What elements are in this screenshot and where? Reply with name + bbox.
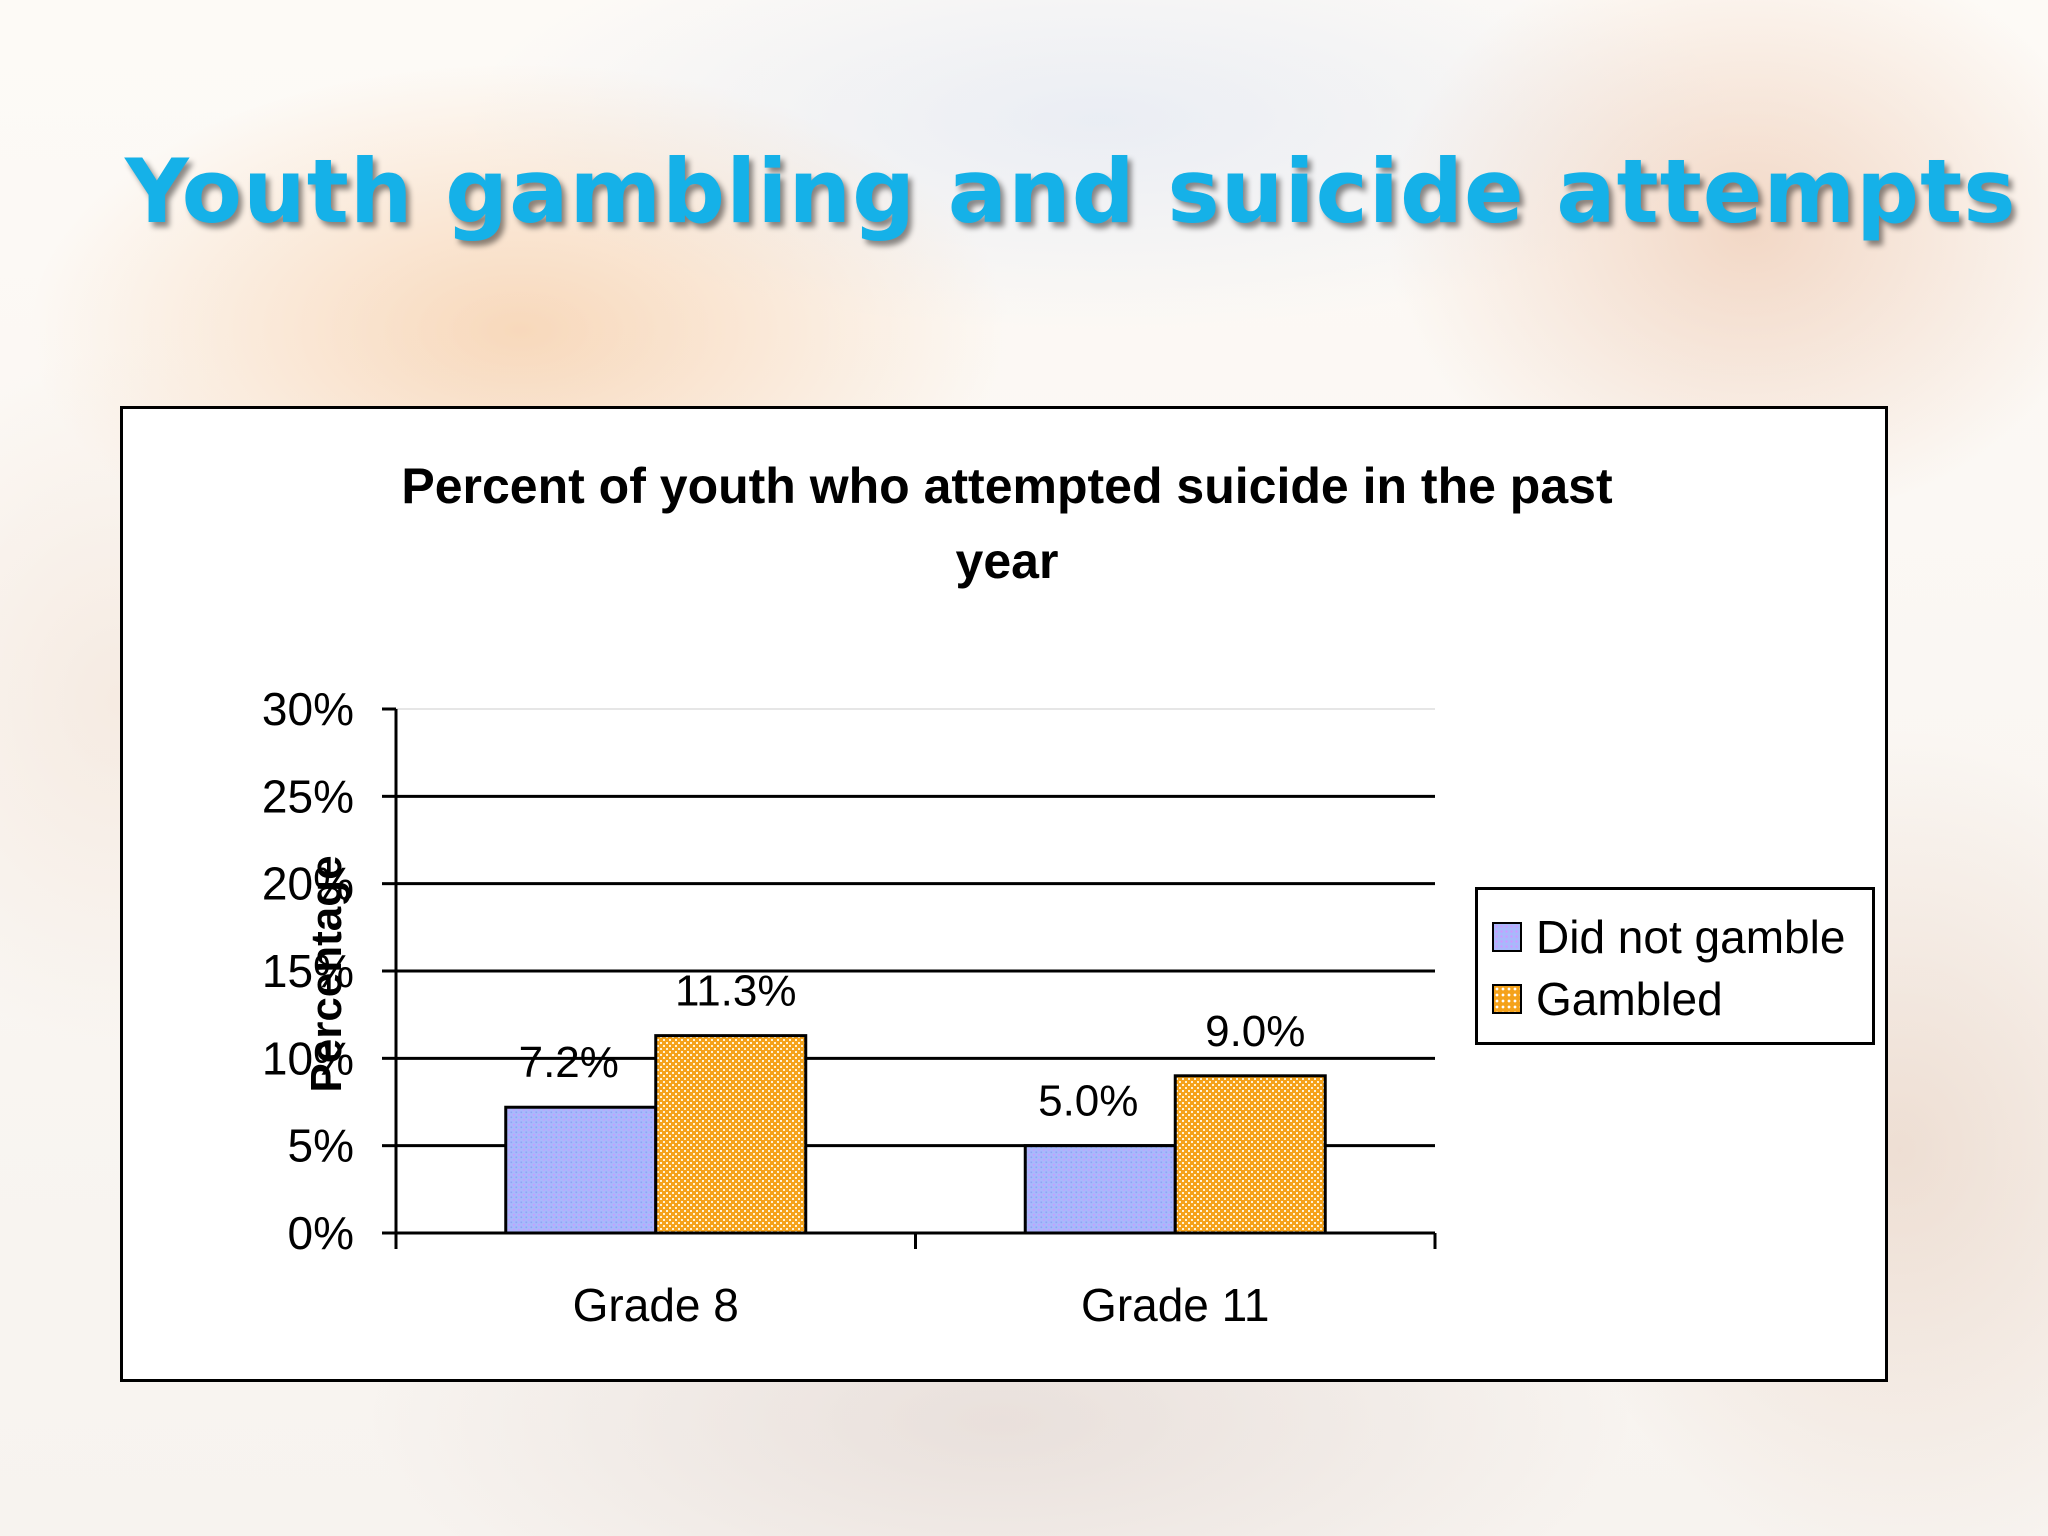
data-label: 9.0% (1205, 1007, 1305, 1056)
legend-swatch-blue (1492, 922, 1522, 952)
slide-title: Youth gambling and suicide attempts (125, 140, 2017, 243)
data-label: 5.0% (1038, 1077, 1138, 1126)
bar-did-not-gamble-1 (1023, 1144, 1177, 1235)
chart-frame: Percent of youth who attempted suicide i… (120, 406, 1888, 1382)
legend-item-did-not-gamble: Did not gamble (1492, 906, 1872, 968)
y-tick-label: 5% (288, 1120, 354, 1172)
y-axis-label: Percentage (302, 855, 351, 1092)
y-tick-label: 25% (262, 770, 354, 822)
data-label: 7.2% (519, 1038, 619, 1087)
y-tick-label: 15% (262, 945, 354, 997)
bar-chart: 0% 5% 10% 15% 20% 25% 30% 7.2% 11.3% Grade 8 5.0% 9… (262, 683, 1437, 1331)
y-tick-label: 0% (288, 1207, 354, 1259)
bar-gambled-0 (654, 1034, 808, 1235)
chart-legend: Did not gamble Gambled (1475, 887, 1875, 1045)
legend-label: Did not gamble (1536, 911, 1846, 963)
y-tick-label: 10% (262, 1032, 354, 1084)
chart-title-line-1: Percent of youth who attempted suicide i… (401, 458, 1613, 514)
bar-did-not-gamble-0 (504, 1105, 658, 1235)
legend-label: Gambled (1536, 973, 1723, 1025)
legend-item-gambled: Gambled (1492, 968, 1872, 1030)
data-label: 11.3% (675, 967, 797, 1016)
x-tick-label: Grade 8 (573, 1279, 739, 1331)
legend-swatch-orange (1492, 984, 1522, 1014)
chart-title-line-2: year (955, 533, 1059, 589)
y-tick-label: 20% (262, 858, 354, 910)
x-tick-label: Grade 11 (1081, 1279, 1269, 1331)
bar-gambled-1 (1173, 1074, 1327, 1235)
chart-title: Percent of youth who attempted suicide i… (123, 449, 1891, 599)
y-tick-label: 30% (262, 683, 354, 735)
